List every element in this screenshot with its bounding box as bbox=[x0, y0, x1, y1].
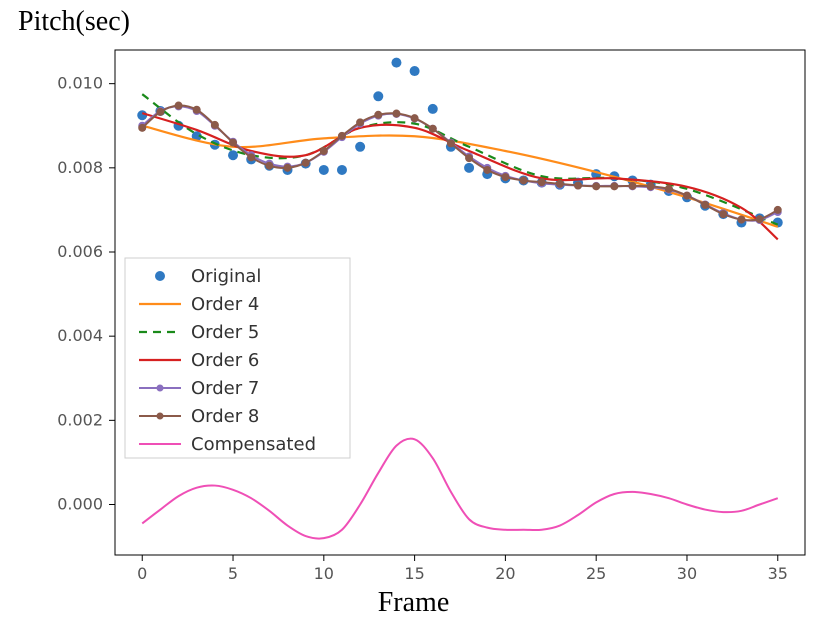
series-marker bbox=[483, 166, 491, 174]
series-marker bbox=[392, 110, 400, 118]
series-marker bbox=[429, 125, 437, 133]
data-point bbox=[355, 142, 365, 152]
chart-container: Pitch(sec) Frame 051015202530350.0000.00… bbox=[0, 0, 827, 623]
series-marker bbox=[175, 102, 183, 110]
series-marker bbox=[737, 216, 745, 224]
series-marker bbox=[320, 147, 328, 155]
y-tick-label: 0.004 bbox=[57, 326, 103, 345]
legend: Original Order 4 Order 5 Order 6 Order 7 Or… bbox=[125, 258, 350, 458]
data-point bbox=[391, 58, 401, 68]
x-tick-label: 5 bbox=[228, 564, 238, 583]
series-marker bbox=[538, 178, 546, 186]
y-tick-label: 0.008 bbox=[57, 158, 103, 177]
series-marker bbox=[501, 173, 509, 181]
series-marker bbox=[574, 182, 582, 190]
x-tick-label: 30 bbox=[677, 564, 697, 583]
series-marker bbox=[756, 215, 764, 223]
series-marker bbox=[138, 124, 146, 132]
legend-label: Order 7 bbox=[191, 378, 259, 399]
series-marker bbox=[647, 182, 655, 190]
y-tick-label: 0.000 bbox=[57, 495, 103, 514]
series-marker bbox=[302, 159, 310, 167]
series-marker bbox=[193, 106, 201, 114]
data-point bbox=[373, 91, 383, 101]
data-point bbox=[228, 150, 238, 160]
series-marker bbox=[665, 185, 673, 193]
chart-svg: 0 5 10 15 20 25 30 35 0.000 0.002 0.004 0.006 0.008 0… bbox=[0, 0, 827, 623]
series-marker bbox=[229, 139, 237, 147]
series-marker bbox=[701, 201, 709, 209]
series-marker bbox=[719, 210, 727, 218]
legend-label: Order 5 bbox=[191, 322, 259, 343]
series-marker bbox=[265, 162, 273, 170]
data-point bbox=[464, 163, 474, 173]
series-marker bbox=[610, 182, 618, 190]
series-marker bbox=[556, 180, 564, 188]
data-point bbox=[410, 66, 420, 76]
series-marker bbox=[156, 108, 164, 116]
series-line bbox=[142, 94, 778, 224]
series-marker bbox=[520, 176, 528, 184]
data-point bbox=[428, 104, 438, 114]
series-marker bbox=[629, 182, 637, 190]
legend-label: Original bbox=[191, 266, 261, 287]
series-marker bbox=[592, 182, 600, 190]
series-marker bbox=[247, 153, 255, 161]
series-marker bbox=[338, 132, 346, 140]
series-marker bbox=[211, 121, 219, 129]
series-marker bbox=[411, 114, 419, 122]
series-line bbox=[142, 105, 778, 220]
series-marker bbox=[374, 111, 382, 119]
series-marker bbox=[447, 139, 455, 147]
legend-label: Order 6 bbox=[191, 350, 259, 371]
legend-label: Order 8 bbox=[191, 406, 259, 427]
series-marker bbox=[356, 118, 364, 126]
series-line bbox=[142, 113, 778, 239]
legend-marker bbox=[155, 271, 165, 281]
series-line bbox=[142, 106, 778, 220]
x-tick-label: 35 bbox=[768, 564, 788, 583]
x-tick-label: 10 bbox=[314, 564, 334, 583]
x-tick-label: 25 bbox=[586, 564, 606, 583]
y-tick-label: 0.006 bbox=[57, 242, 103, 261]
x-tick-label: 20 bbox=[495, 564, 515, 583]
series-marker bbox=[284, 164, 292, 172]
x-tick-label: 0 bbox=[137, 564, 147, 583]
data-point bbox=[319, 165, 329, 175]
data-point bbox=[337, 165, 347, 175]
series-marker bbox=[774, 206, 782, 214]
series-marker bbox=[465, 154, 473, 162]
x-tick-label: 15 bbox=[404, 564, 424, 583]
series-line bbox=[142, 126, 778, 227]
legend-label: Order 4 bbox=[191, 294, 259, 315]
y-tick-label: 0.010 bbox=[57, 74, 103, 93]
y-tick-label: 0.002 bbox=[57, 410, 103, 429]
legend-marker bbox=[157, 413, 164, 420]
series-marker bbox=[683, 192, 691, 200]
legend-marker bbox=[157, 385, 164, 392]
legend-label: Compensated bbox=[191, 434, 316, 455]
